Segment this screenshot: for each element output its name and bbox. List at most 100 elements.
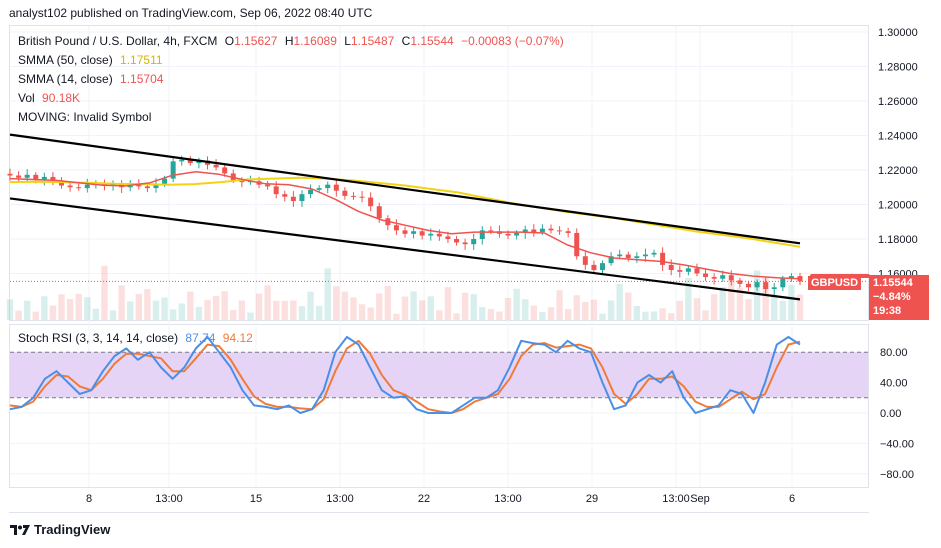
tradingview-footer[interactable]: TradingView	[10, 522, 110, 537]
volume-bar	[273, 300, 280, 320]
publish-line: analyst102 published on TradingView.com,…	[9, 6, 373, 20]
volume-bar	[324, 268, 331, 320]
volume-bar	[616, 283, 623, 320]
volume-bar	[23, 300, 31, 320]
candle-body	[591, 264, 597, 271]
volume-bar	[350, 297, 357, 320]
volume-bar	[66, 299, 74, 320]
volume-bar	[144, 288, 151, 320]
volume-bar	[109, 310, 117, 320]
volume-bar	[633, 305, 641, 320]
volume-bar	[796, 294, 804, 320]
y-tick-label: 1.24000	[878, 131, 918, 143]
candle-body	[290, 196, 296, 202]
candle-body	[488, 230, 494, 232]
volume-bar	[247, 312, 254, 320]
x-tick-label: 29	[586, 493, 598, 505]
volume-bar	[49, 305, 57, 320]
price-tag-change: −4.84%	[873, 291, 911, 303]
x-tick-label: 13:00	[155, 493, 183, 505]
candle-body	[222, 167, 228, 174]
volume-bar	[290, 300, 297, 320]
candle-body	[368, 197, 374, 207]
candle-body	[282, 194, 288, 197]
volume-bar	[178, 303, 185, 320]
volume-bar	[264, 285, 271, 320]
candle-body	[239, 180, 245, 183]
candle-body	[737, 280, 743, 284]
volume-bar	[461, 292, 469, 320]
volume-bar	[659, 308, 666, 320]
candle-body	[7, 173, 13, 176]
candle-body	[333, 184, 339, 191]
volume-bar	[427, 296, 434, 320]
y-tick-label: 1.22000	[878, 165, 918, 177]
volume-bar	[650, 311, 658, 320]
volume-bar	[779, 300, 787, 320]
candle-body	[265, 184, 271, 187]
volume-bar	[315, 305, 323, 320]
candle-body	[634, 256, 640, 258]
volume-bar	[32, 311, 39, 320]
volume-bar	[127, 301, 134, 320]
candle-body	[539, 228, 545, 233]
volume-bar	[771, 294, 778, 320]
candle-body	[728, 275, 734, 281]
volume-bar	[556, 290, 563, 320]
ohlc-open: O1.15627	[224, 34, 278, 48]
x-axis: 8 13:00 15 13:00 22 13:00 29 13:00 Sep 6	[86, 493, 795, 505]
volume-bar	[101, 265, 108, 320]
volume-bar	[238, 300, 246, 320]
volume-bar	[41, 296, 48, 320]
volume-bar	[212, 295, 220, 320]
stoch-band-fill	[10, 352, 868, 398]
smma14-value: 1.15704	[120, 72, 164, 86]
candle-body	[41, 176, 47, 180]
channel-lower	[9, 197, 801, 301]
ohlc-low: L1.15487	[344, 34, 395, 48]
legend-instrument-row: British Pound / U.S. Dollar, 4h, FXCM O1…	[18, 34, 568, 48]
candle-body	[660, 252, 666, 265]
volume-bar	[470, 294, 477, 320]
candle-body	[685, 268, 691, 272]
candle-body	[76, 187, 82, 189]
candle-body	[531, 229, 537, 233]
volume-bar	[255, 293, 263, 320]
stoch-legend: Stoch RSI (3, 3, 14, 14, close) 87.74 94…	[18, 331, 257, 345]
candle-body	[788, 276, 794, 279]
volume-bar	[625, 292, 632, 320]
candle-body	[617, 254, 623, 257]
smma50-value: 1.17511	[120, 53, 163, 67]
tradingview-brand: TradingView	[34, 522, 111, 537]
y-axis: 1.30000 1.28000 1.26000 1.24000 1.22000 1.200…	[878, 27, 918, 481]
stoch-k-line	[9, 336, 801, 414]
stoch-y-tick-label: −80.00	[880, 469, 914, 481]
candle-body	[213, 164, 219, 168]
stoch-y-tick-label: −40.00	[880, 438, 914, 450]
candle-body	[59, 182, 65, 186]
y-tick-label: 1.18000	[878, 234, 918, 246]
candle-body	[273, 186, 279, 195]
volume-bar	[599, 313, 606, 320]
candle-body	[445, 236, 451, 239]
candle-body	[419, 231, 425, 236]
volume-bar	[788, 284, 795, 320]
volume-bar	[607, 300, 615, 320]
volume-bar	[504, 297, 512, 320]
candle-body	[522, 229, 528, 233]
candle-body	[402, 230, 408, 234]
volume-bar	[453, 313, 460, 320]
volume-bar	[152, 300, 160, 320]
x-tick-label: Sep	[690, 493, 710, 505]
candle-body	[711, 276, 717, 279]
volume-bar	[436, 310, 443, 320]
volume-bar	[676, 300, 683, 320]
volume-bar	[92, 308, 100, 320]
candle-body	[763, 282, 769, 290]
price-tag-values: 1.15544 −4.84% 19:38	[869, 275, 929, 320]
candle-body	[505, 233, 511, 236]
candle-body	[50, 176, 56, 183]
candle-body	[162, 178, 168, 184]
volume-bar	[487, 308, 495, 320]
